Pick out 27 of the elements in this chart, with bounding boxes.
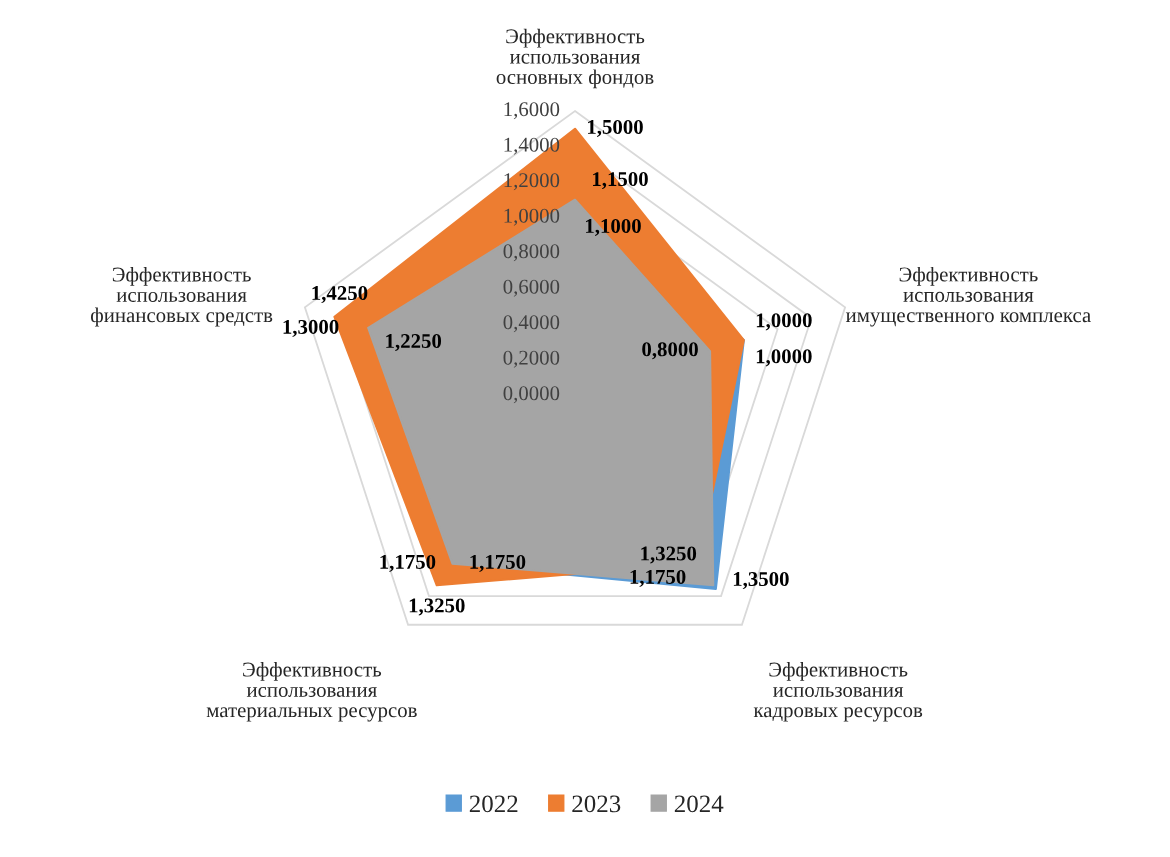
data-label: 1,3250 [409, 598, 465, 616]
data-label: 1,1750 [630, 569, 686, 587]
data-label: 1,5000 [588, 119, 643, 137]
data-label: 1,3500 [733, 572, 789, 590]
spoke-label: Эффективность использования имущественного комплекса [845, 266, 1091, 327]
y-tick-label: 1,2000 [504, 173, 560, 191]
data-label: 0,8000 [642, 342, 698, 360]
y-tick-label: 1,6000 [504, 102, 560, 120]
spoke-label: Эффективность использования кадровых ресурсов [753, 661, 923, 722]
spoke-label: Эффективность использования материальных ресурсов [206, 661, 417, 722]
data-label: 1,0000 [756, 313, 812, 331]
y-tick-label: 0,6000 [503, 279, 560, 297]
legend-label: 2024 [674, 795, 724, 813]
y-tick-label: 0,4000 [503, 315, 560, 333]
legend-label: 2023 [572, 795, 621, 813]
spoke-label: Эффективность использования финансовых средств [91, 266, 273, 327]
y-tick-label: 0,2000 [503, 350, 560, 368]
data-label: 1,3000 [283, 319, 339, 337]
data-label: 1,1000 [586, 218, 641, 236]
data-label: 1,1750 [470, 554, 526, 572]
spoke-label: Эффективность использования основных фондов [496, 28, 654, 89]
data-label: 1,2250 [386, 333, 442, 352]
y-tick-label: 0,0000 [503, 386, 560, 404]
data-label: 1,3250 [641, 546, 697, 564]
y-tick-label: 0,8000 [503, 244, 560, 262]
data-label: 1,0000 [756, 349, 812, 367]
legend-label: 2022 [469, 795, 518, 813]
